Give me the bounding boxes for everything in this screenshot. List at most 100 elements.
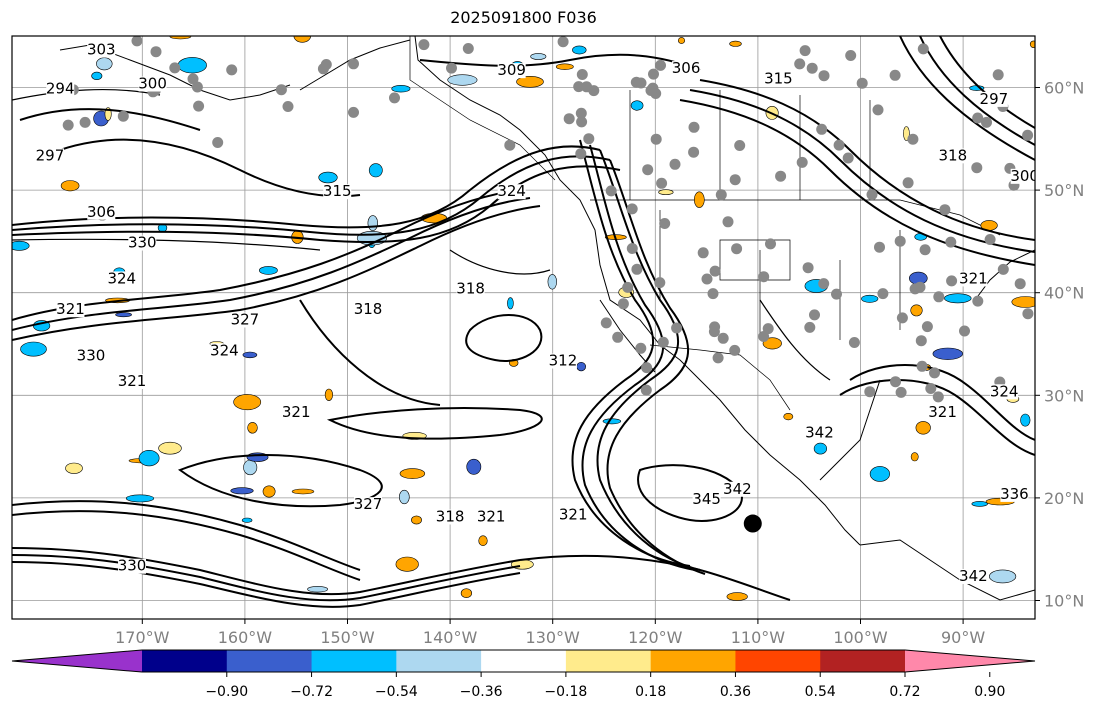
contour-label-bg [959, 271, 988, 287]
anomaly-blob [869, 466, 891, 482]
anomaly-blob [324, 388, 334, 401]
contour-label: 300 [1010, 167, 1039, 185]
station-dot [187, 73, 199, 85]
station-dot [588, 85, 600, 97]
station-dot [919, 244, 931, 256]
station-dot [282, 101, 294, 112]
anomaly-blob [530, 53, 547, 60]
station-dot [576, 116, 588, 128]
station-dot [169, 62, 181, 74]
anomaly-blob [367, 215, 378, 231]
contour-label-bg [87, 204, 116, 220]
anomaly-blob [971, 501, 988, 507]
contour-label-bg [436, 509, 465, 525]
contour-label: 315 [323, 182, 352, 200]
contour-label-bg [559, 507, 588, 523]
anomaly-blob [411, 515, 422, 525]
contour-label: 321 [559, 505, 588, 523]
contour-label-bg [118, 558, 147, 574]
anomaly-blob [241, 517, 253, 523]
lon-tick-label: 150°W [320, 628, 375, 647]
station-dot [557, 36, 569, 48]
colorbar-tick-label: −0.36 [460, 684, 503, 700]
station-dot [575, 148, 587, 160]
contour-label-bg [87, 42, 116, 58]
contour-label-bg [230, 312, 259, 328]
station-dot [804, 321, 816, 333]
lat-tick-label: 10°N [1044, 592, 1084, 611]
anomaly-blob [318, 171, 338, 184]
anomaly-blob [693, 191, 705, 208]
station-dot [933, 291, 945, 303]
colorbar-tick-label: 0.72 [889, 684, 920, 700]
contour-label-bg [354, 497, 383, 513]
colorbar-segment [481, 650, 567, 672]
contour-label-bg [56, 302, 85, 318]
lon-tick-label: 160°W [218, 628, 273, 647]
anomaly-blob [247, 422, 258, 434]
contour-label: 342 [805, 423, 834, 441]
contour-label-bg [128, 235, 157, 251]
station-dot [626, 243, 638, 254]
station-dot [895, 386, 907, 398]
anomaly-blob [677, 37, 685, 44]
contour-label: 336 [1000, 485, 1029, 503]
station-dot [1022, 129, 1034, 141]
station-dot [193, 100, 205, 112]
lon-tick-label: 140°W [423, 628, 478, 647]
anomaly-blob [291, 488, 315, 495]
station-dot [348, 58, 359, 70]
station-dot [717, 332, 729, 344]
station-dot [131, 36, 143, 47]
colorbar-tick-label: −0.18 [544, 684, 587, 700]
colorbar-tick-label: −0.90 [205, 684, 248, 700]
anomaly-blob [230, 487, 254, 495]
storm-center-marker [743, 514, 762, 533]
contour-label: 297 [980, 90, 1009, 108]
contour-label-bg [548, 353, 577, 369]
station-dot [504, 139, 516, 151]
station-dot [915, 335, 927, 347]
anomaly-blob [115, 312, 132, 318]
station-dot [446, 62, 457, 74]
station-dot [734, 140, 746, 151]
station-dot [641, 362, 653, 374]
station-dot [707, 288, 719, 300]
colorbar-segment [226, 650, 313, 672]
contour-label-bg [508, 695, 536, 710]
map-frame [11, 35, 1036, 620]
lon-tick-label: 100°W [833, 628, 888, 647]
contour-label: 321 [56, 300, 85, 318]
station-dot [796, 156, 808, 168]
anomaly-blob [1029, 40, 1035, 48]
colorbar-tick-label: 0.90 [974, 684, 1005, 700]
anomaly-blob [307, 585, 329, 593]
station-dot [909, 283, 921, 295]
station-dot [605, 185, 617, 197]
anomaly-blob [555, 63, 574, 70]
contour-label: 294 [46, 80, 75, 98]
station-dot [117, 110, 129, 122]
theta-contours-thin [12, 88, 831, 381]
anomaly-blob [158, 441, 182, 455]
lon-tick-label: 130°W [526, 628, 581, 647]
colorbar-outline [11, 649, 1036, 673]
anomaly-blob [729, 40, 742, 47]
station-dot [688, 146, 700, 158]
station-dot [864, 386, 876, 398]
station-dot [866, 189, 878, 201]
station-dot [617, 298, 629, 310]
station-dot [917, 43, 929, 55]
contour-label-bg [456, 281, 485, 297]
station-dot [212, 137, 224, 148]
station-dot [894, 235, 906, 247]
lat-tick-label: 30°N [1044, 386, 1084, 405]
contour-label-bg [805, 425, 834, 441]
station-dot [79, 116, 91, 128]
station-dot [729, 344, 741, 356]
contour-label-bg [692, 492, 721, 508]
contour-label: 321 [118, 372, 147, 390]
contour-label: 330 [118, 557, 147, 575]
contour-label-bg [107, 271, 136, 287]
